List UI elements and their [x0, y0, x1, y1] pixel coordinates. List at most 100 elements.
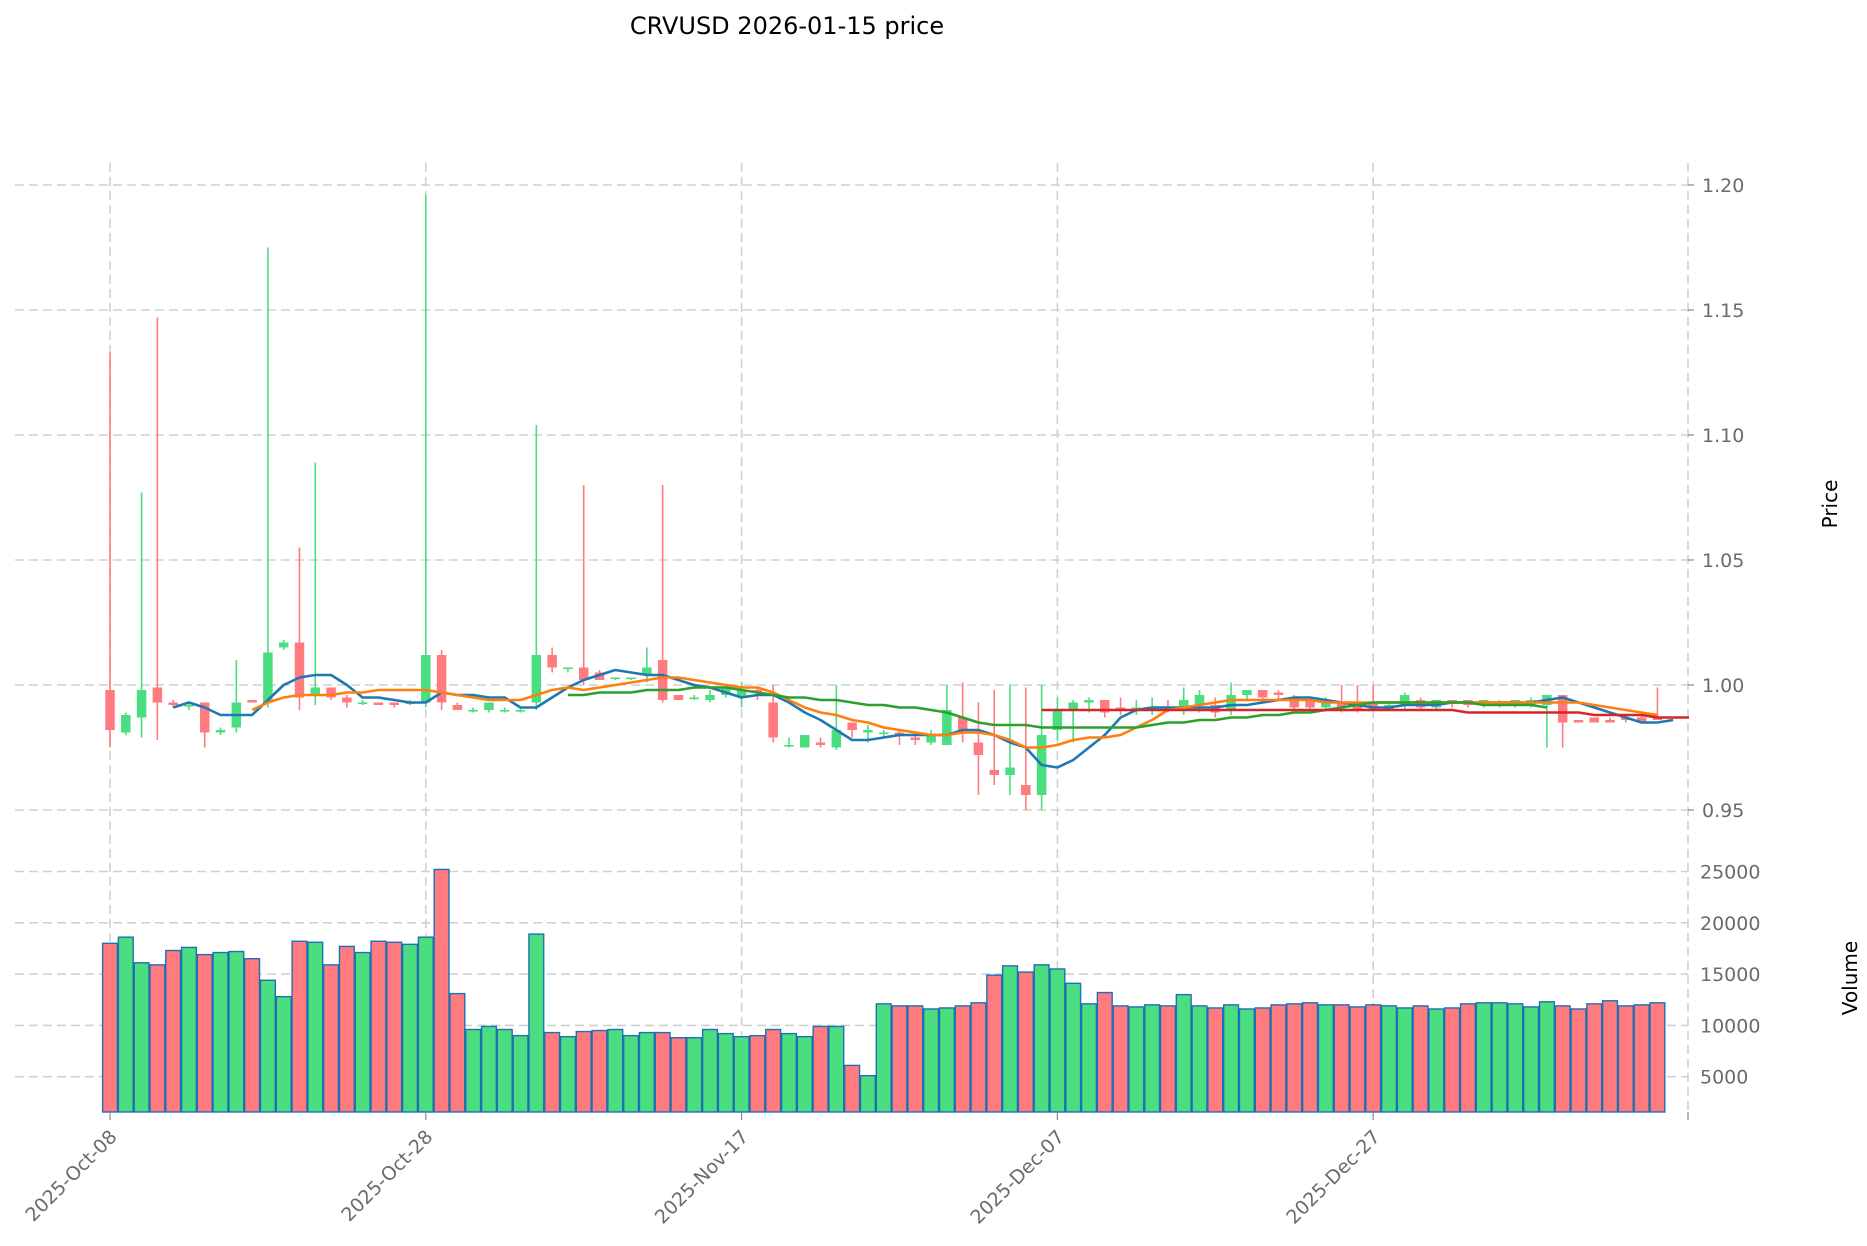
volume-bar: [212, 951, 229, 1113]
candle: [815, 737, 826, 748]
volume-bar: [654, 1031, 671, 1113]
volume-bar: [133, 962, 150, 1113]
volume-bar: [1301, 1002, 1319, 1113]
candle: [215, 727, 226, 735]
volume-bar: [275, 995, 292, 1113]
volume-bar: [386, 941, 403, 1113]
volume-bar: [1065, 982, 1082, 1113]
volume-bar: [228, 950, 245, 1113]
volume-bar: [591, 1029, 608, 1113]
candle: [894, 730, 905, 745]
volume-bar: [686, 1037, 703, 1113]
volume-bar: [1554, 1005, 1571, 1113]
volume-bar: [844, 1064, 861, 1113]
volume-tick-label: 25000: [1700, 862, 1760, 884]
chart-title: CRVUSD 2026-01-15 price: [630, 12, 944, 40]
volume-bar: [1412, 1005, 1429, 1113]
candle: [1068, 700, 1078, 743]
volume-bar: [907, 1005, 924, 1113]
volume-bar: [1365, 1004, 1382, 1113]
grid-lines: [15, 163, 1689, 1112]
volume-bar: [322, 964, 340, 1113]
candle: [294, 547, 305, 710]
volume-bar: [1507, 1003, 1524, 1113]
volume-axis-label: Volume: [1838, 941, 1862, 1015]
candle: [610, 677, 621, 680]
date-tick-label: 2025-Oct-28: [337, 1126, 437, 1226]
volume-bar: [1144, 1004, 1161, 1113]
volume-bar: [496, 1028, 513, 1113]
volume-bar: [670, 1037, 687, 1113]
candle: [121, 712, 131, 735]
moving-average-line: [1041, 708, 1689, 719]
price-tick-label: 1.10: [1702, 425, 1744, 447]
volume-bar: [180, 946, 198, 1113]
price-tick-label: 1.00: [1702, 675, 1744, 697]
candle: [278, 640, 289, 650]
volume-bar: [291, 940, 308, 1113]
volume-bar: [1538, 1001, 1555, 1113]
candle: [421, 195, 431, 708]
volume-bar: [1617, 1005, 1634, 1113]
volume-bar: [1159, 1005, 1177, 1113]
candle: [310, 462, 321, 705]
volume-bar: [622, 1034, 640, 1113]
candle: [199, 702, 210, 748]
candle: [989, 690, 999, 785]
candle: [389, 702, 399, 708]
candle: [484, 702, 494, 713]
volume-tick-label: 20000: [1700, 913, 1760, 935]
volume-bar: [1017, 971, 1034, 1113]
volume-bar: [986, 974, 1003, 1113]
volume-bar: [749, 1034, 766, 1113]
volume-bar: [449, 992, 466, 1113]
volume-bar: [1080, 1003, 1098, 1113]
candle: [342, 695, 352, 708]
volume-tick-label: 5000: [1700, 1067, 1748, 1089]
candle: [642, 647, 652, 683]
candle: [1573, 720, 1584, 723]
candle: [531, 425, 542, 710]
moving-average-line: [251, 676, 1658, 749]
volume-bar: [717, 1032, 734, 1113]
candle: [468, 707, 478, 713]
volume-bar: [812, 1025, 829, 1113]
volume-bar: [1428, 1008, 1445, 1113]
price-tick-label: 1.15: [1702, 300, 1744, 322]
date-tick-label: 2025-Oct-08: [21, 1126, 121, 1226]
volume-bar: [1444, 1007, 1461, 1113]
moving-average-line: [567, 686, 1548, 729]
candle: [105, 352, 115, 748]
volume-bar: [954, 1005, 971, 1113]
volume-bar: [338, 945, 355, 1113]
candle: [1589, 717, 1600, 723]
volume-bar: [1459, 1003, 1477, 1113]
volume-bar: [875, 1003, 892, 1113]
volume-tick-label: 10000: [1700, 1015, 1760, 1037]
volume-bar: [796, 1035, 813, 1113]
volume-bar: [433, 868, 450, 1113]
volume-bar: [480, 1025, 498, 1113]
volume-bar: [607, 1028, 624, 1113]
volume-bar: [1570, 1008, 1587, 1113]
candle: [626, 677, 636, 680]
volume-bar: [638, 1031, 655, 1113]
volume-bar: [1396, 1007, 1413, 1113]
date-tick-label: 2025-Dec-27: [1282, 1126, 1385, 1229]
volume-bar: [1128, 1006, 1145, 1113]
price-axis-label: Price: [1818, 480, 1842, 529]
moving-average-lines: [172, 668, 1689, 769]
candle: [136, 492, 147, 738]
candle: [1115, 697, 1126, 715]
candle: [1273, 690, 1284, 700]
volume-bar: [259, 979, 276, 1113]
candle: [831, 685, 842, 750]
candle: [1352, 685, 1363, 713]
candle: [373, 702, 384, 705]
date-tick-label: 2025-Dec-07: [966, 1126, 1069, 1229]
volume-bar: [1633, 1004, 1650, 1113]
candle: [910, 735, 921, 745]
volume-bar: [401, 943, 419, 1113]
candle: [578, 485, 589, 685]
volume-bar: [1207, 1007, 1224, 1113]
